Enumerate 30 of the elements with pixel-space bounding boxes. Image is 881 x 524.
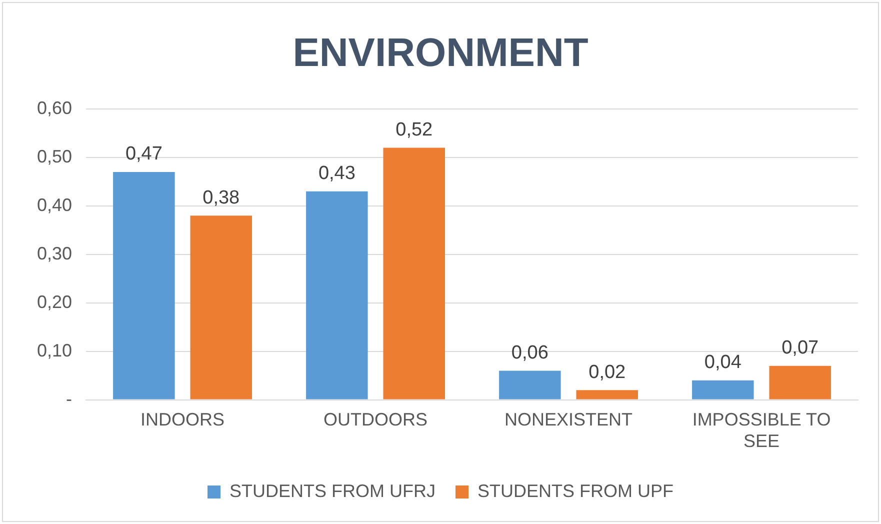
bar: [113, 172, 175, 400]
legend-label: STUDENTS FROM UPF: [477, 480, 674, 501]
y-tick-label: 0,30: [36, 243, 72, 264]
bar: [190, 216, 252, 400]
bar: [692, 380, 754, 400]
y-tick-label: 0,20: [36, 292, 72, 312]
legend-label: STUDENTS FROM UFRJ: [230, 480, 436, 501]
y-tick-label: 0,10: [36, 340, 72, 360]
data-label: 0,43: [318, 163, 356, 184]
bar: [769, 366, 831, 400]
y-tick-label: 0,40: [36, 194, 72, 215]
chart-title: ENVIRONMENT: [292, 31, 588, 76]
x-tick-label: NONEXISTENT: [504, 410, 633, 430]
x-tick-label: IMPOSSIBLE TO SEE: [692, 410, 831, 452]
y-tick-label: 0,60: [36, 98, 72, 118]
data-label: 0,06: [511, 342, 548, 364]
bar: [576, 390, 638, 400]
data-label: 0,52: [396, 120, 433, 141]
y-tick-label: -: [66, 388, 72, 409]
data-label: 0,38: [202, 187, 240, 208]
data-label: 0,47: [125, 144, 162, 165]
data-label: 0,04: [704, 352, 742, 374]
x-tick-label: OUTDOORS: [324, 410, 428, 430]
bar: [499, 370, 561, 400]
bar: [383, 148, 445, 400]
x-tick-label: INDOORS: [140, 410, 225, 430]
data-label: 0,07: [782, 338, 819, 359]
data-label: 0,02: [588, 362, 626, 383]
y-tick-label: 0,50: [36, 146, 72, 166]
bar: [306, 191, 368, 400]
